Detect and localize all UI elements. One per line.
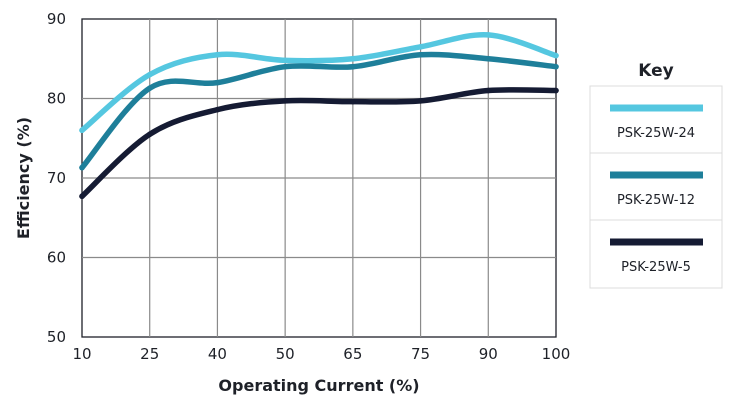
data-point-psk-25w-12 xyxy=(214,79,221,86)
y-tick-label: 60 xyxy=(47,249,66,267)
legend-title: Key xyxy=(638,61,674,81)
x-tick-label: 25 xyxy=(140,345,159,363)
x-tick-label: 90 xyxy=(479,345,498,363)
legend-label-psk-25w-12: PSK-25W-12 xyxy=(617,193,695,208)
legend-box xyxy=(589,85,723,289)
y-tick-label: 90 xyxy=(47,10,66,28)
data-point-psk-25w-24 xyxy=(282,57,288,64)
data-point-psk-25w-12 xyxy=(146,85,153,91)
data-point-psk-25w-5 xyxy=(485,87,492,94)
tick-labels: 10 25 40 50 65 75 90 100 50 60 70 80 90 xyxy=(47,10,570,363)
data-point-psk-25w-12 xyxy=(417,52,424,58)
data-point-psk-25w-5 xyxy=(553,87,559,94)
data-point-psk-25w-24 xyxy=(485,32,492,38)
x-axis-label: Operating Current (%) xyxy=(218,376,419,395)
legend-items: PSK-25W-24 PSK-25W-12 PSK-25W-5 xyxy=(610,104,703,275)
data-point-psk-25w-12 xyxy=(79,164,85,171)
data-point-psk-25w-24 xyxy=(417,44,424,50)
data-point-psk-25w-5 xyxy=(146,131,153,138)
x-tick-label: 75 xyxy=(411,345,430,363)
data-point-psk-25w-12 xyxy=(485,56,492,62)
legend-label-psk-25w-24: PSK-25W-24 xyxy=(617,126,695,141)
series-layer xyxy=(79,32,559,200)
data-point-psk-25w-12 xyxy=(350,63,356,70)
data-point-psk-25w-5 xyxy=(417,98,424,104)
y-tick-label: 70 xyxy=(47,169,66,187)
y-tick-label: 80 xyxy=(47,90,66,108)
legend: Key PSK-25W-24 PSK-25W-12 PSK-25W-5 xyxy=(589,61,723,289)
data-point-psk-25w-5 xyxy=(79,193,85,200)
x-tick-label: 100 xyxy=(542,345,571,363)
x-tick-label: 10 xyxy=(72,345,91,363)
data-point-psk-25w-24 xyxy=(553,52,559,59)
legend-label-psk-25w-5: PSK-25W-5 xyxy=(621,260,691,275)
x-tick-label: 40 xyxy=(208,345,227,363)
data-point-psk-25w-12 xyxy=(553,63,559,70)
x-tick-label: 65 xyxy=(343,345,362,363)
data-point-psk-25w-12 xyxy=(282,63,288,70)
data-point-psk-25w-24 xyxy=(79,127,85,134)
x-tick-label: 50 xyxy=(276,345,295,363)
data-point-psk-25w-24 xyxy=(350,56,356,62)
data-point-psk-25w-24 xyxy=(214,52,221,58)
data-point-psk-25w-5 xyxy=(214,106,221,113)
data-point-psk-25w-5 xyxy=(350,98,356,105)
data-point-psk-25w-24 xyxy=(146,71,153,78)
data-point-psk-25w-5 xyxy=(282,98,288,104)
y-axis-label: Efficiency (%) xyxy=(14,117,33,239)
y-tick-label: 50 xyxy=(47,328,66,346)
